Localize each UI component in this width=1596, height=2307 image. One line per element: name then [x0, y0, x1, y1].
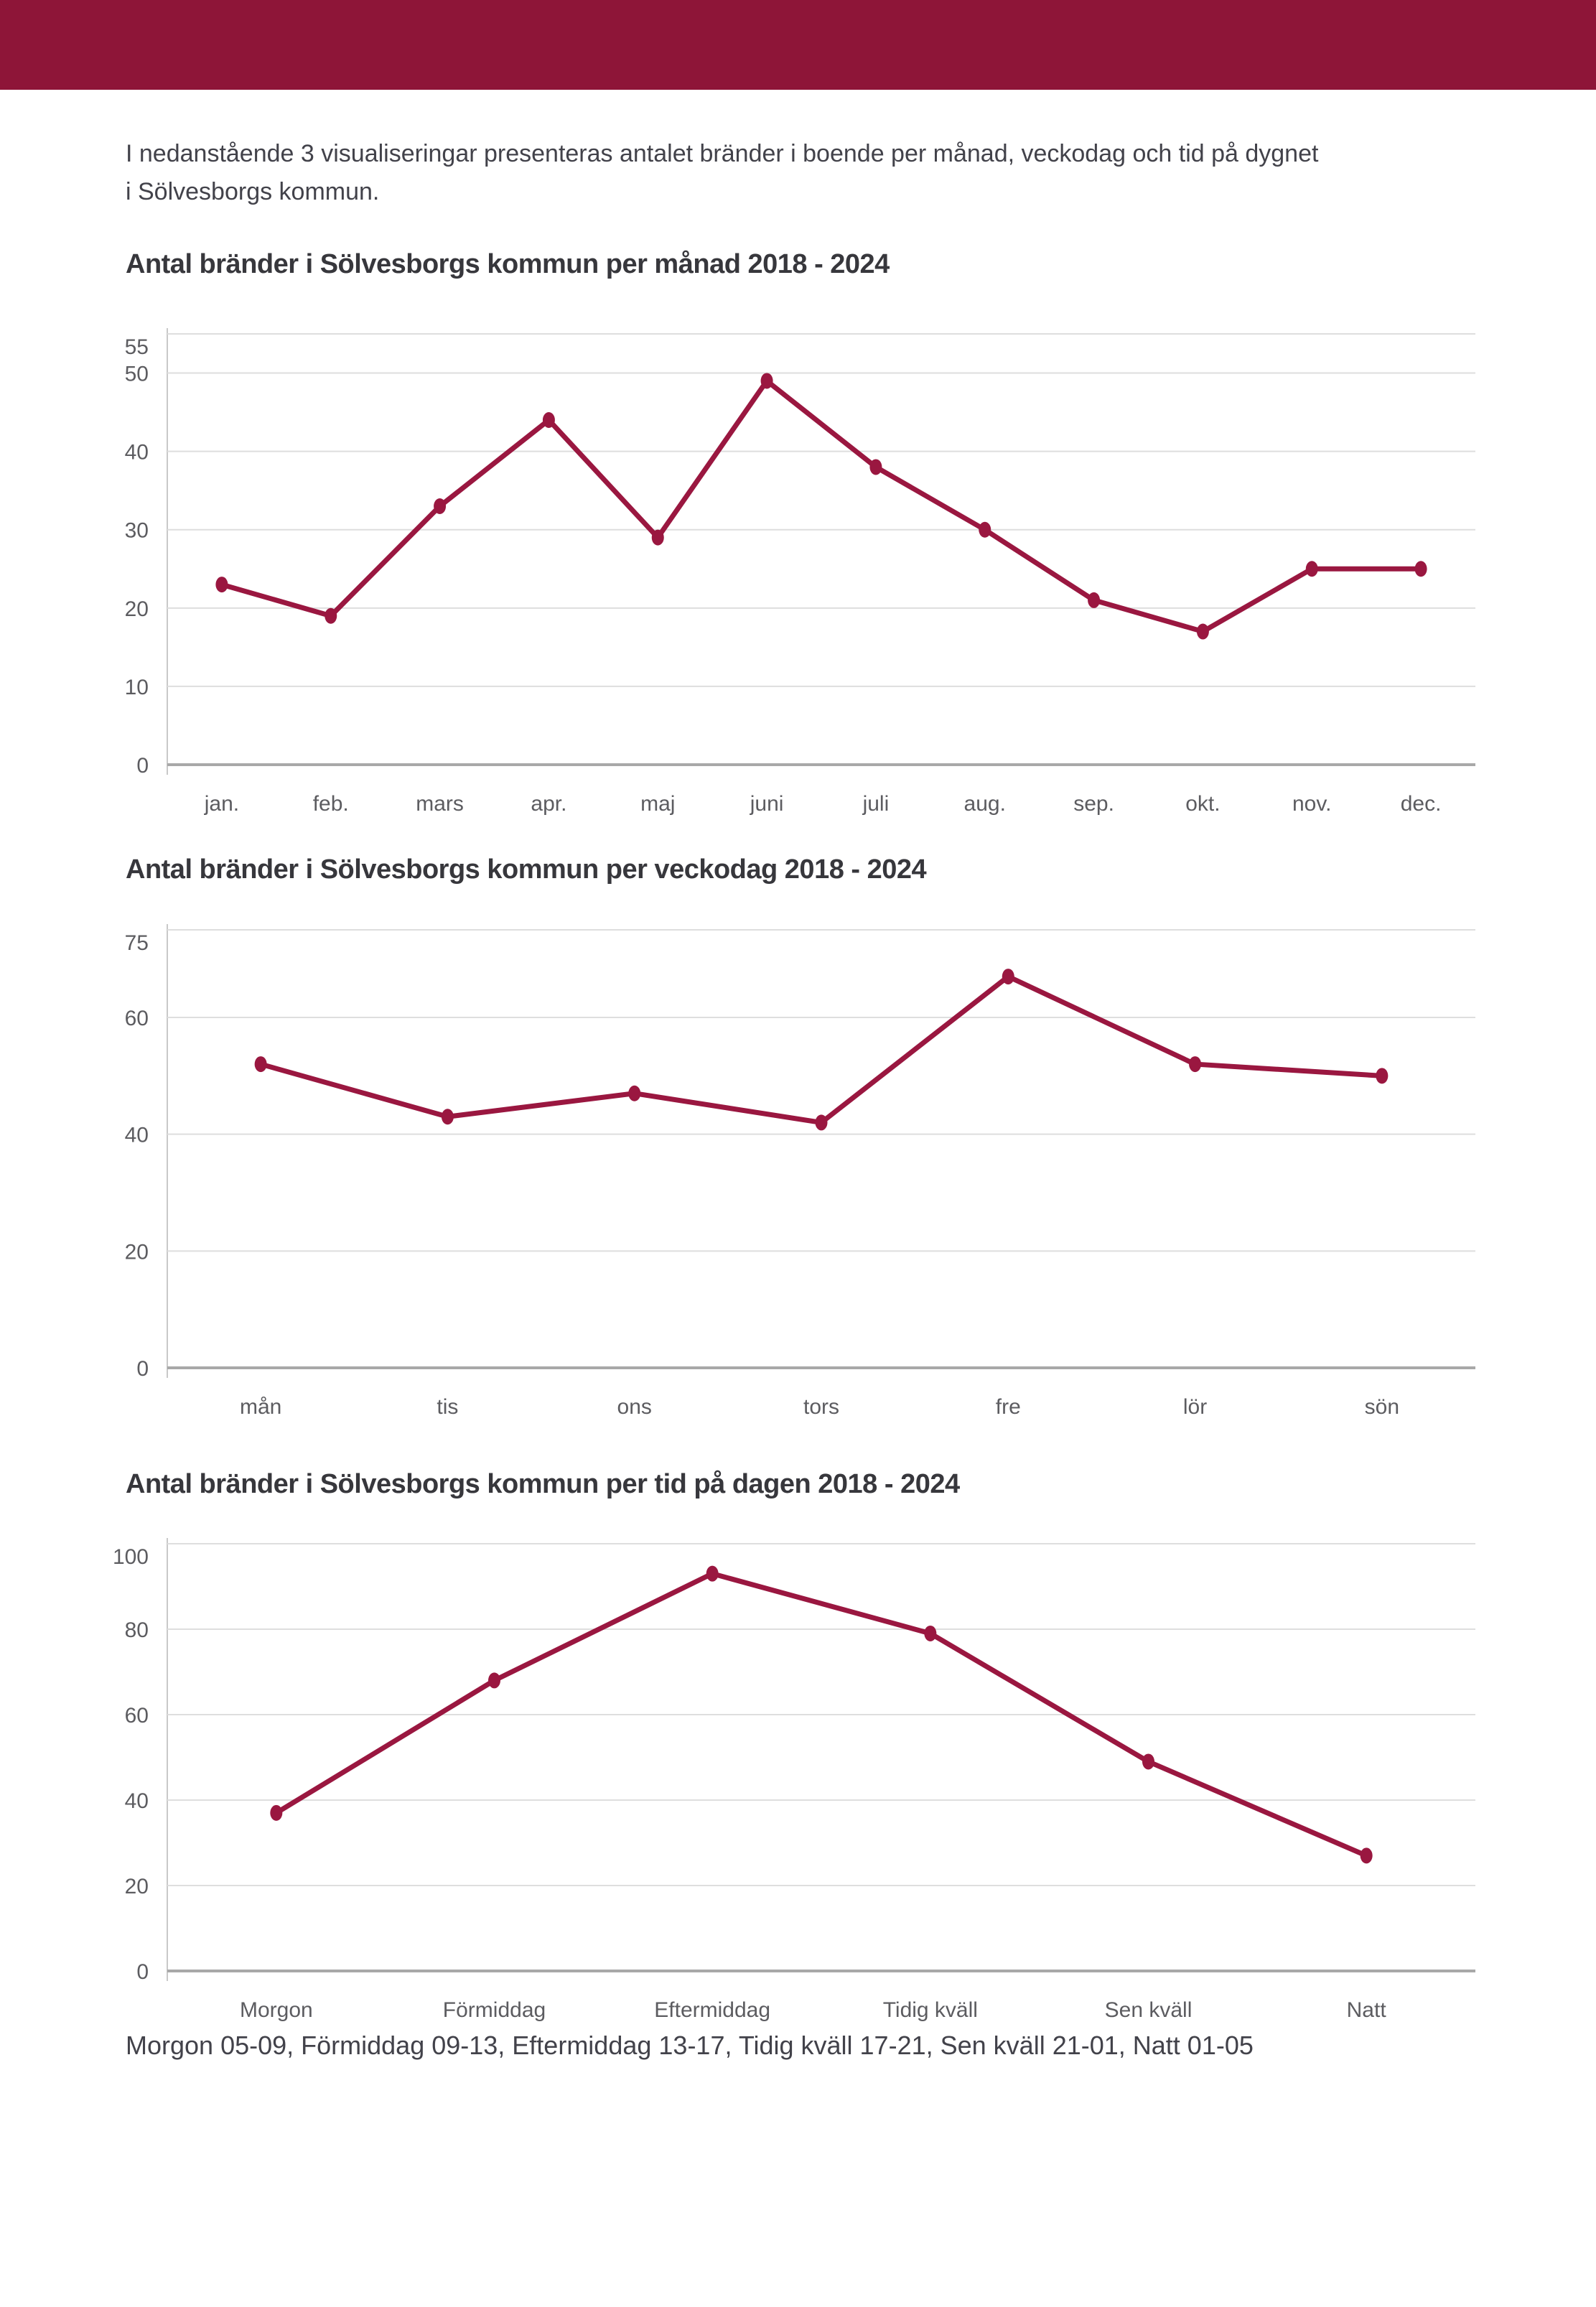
series-line	[258, 974, 1385, 1125]
data-point	[706, 1565, 719, 1582]
data-point	[760, 373, 773, 389]
y-tick-label: 40	[125, 1124, 149, 1147]
x-tick-label: maj	[640, 792, 675, 816]
weekday-fires-line-chart: 0 20 40 60 75 mån tis ons tors fre lör sön	[125, 924, 1475, 1419]
x-tick-label: juni	[750, 792, 784, 816]
x-tick-label: Eftermiddag	[654, 1998, 770, 2022]
data-point	[441, 1109, 454, 1125]
intro-line-1: I nedanstående 3 visualiseringar present…	[126, 140, 1319, 167]
data-point	[651, 529, 664, 546]
y-tick-label: 0	[136, 1960, 149, 1984]
data-point	[1088, 592, 1101, 608]
data-point	[1142, 1753, 1154, 1770]
y-tick-label: 20	[125, 1875, 149, 1898]
x-tick-label: sep.	[1073, 792, 1114, 816]
x-tick-label: Sen kväll	[1105, 1998, 1193, 2022]
x-tick-label: dec.	[1401, 792, 1442, 816]
x-tick-label: fre	[996, 1395, 1021, 1419]
x-tick-label: tis	[437, 1395, 458, 1419]
y-tick-label: 40	[125, 1789, 149, 1813]
x-tick-label: Förmiddag	[443, 1998, 546, 2022]
x-tick-label: Morgon	[240, 1998, 313, 2022]
x-tick-label: sön	[1365, 1395, 1399, 1419]
data-point	[979, 521, 991, 538]
header-bar	[0, 0, 1596, 90]
y-tick-label: 0	[136, 1357, 149, 1381]
data-point	[1360, 1847, 1373, 1864]
x-tick-label: Natt	[1347, 1998, 1387, 2022]
intro-line-2: i Sölvesborgs kommun.	[126, 178, 380, 205]
data-point	[869, 459, 882, 475]
data-point	[215, 577, 228, 593]
y-tick-label: 75	[125, 931, 149, 955]
x-tick-label: apr.	[531, 792, 566, 816]
x-tick-label: mars	[416, 792, 464, 816]
y-tick-label: 60	[125, 1007, 149, 1030]
series-line	[274, 1571, 1369, 1858]
data-point	[488, 1672, 500, 1689]
x-tick-label: Tidig kväll	[883, 1998, 978, 2022]
x-tick-label: mån	[240, 1395, 281, 1419]
y-tick-label: 30	[125, 519, 149, 543]
data-point	[1002, 969, 1014, 985]
intro-text: I nedanstående 3 visualiseringar present…	[126, 135, 1461, 211]
y-tick-label: 50	[125, 363, 149, 386]
monthly-fires-line-chart: 0 10 20 30 40 50 55 jan. feb. mars apr. maj juni juli…	[125, 328, 1475, 816]
y-tick-label: 80	[125, 1618, 149, 1642]
y-tick-label: 60	[125, 1704, 149, 1728]
x-tick-label: ons	[617, 1395, 652, 1419]
x-tick-label: nov.	[1292, 792, 1331, 816]
chart-title-weekday: Antal bränder i Sölvesborgs kommun per v…	[126, 854, 927, 885]
data-point	[1376, 1068, 1389, 1084]
data-point	[628, 1085, 641, 1101]
series-line	[219, 378, 1424, 635]
data-point	[254, 1056, 267, 1073]
data-point	[270, 1804, 283, 1821]
x-tick-label: juli	[862, 792, 890, 816]
data-point	[924, 1625, 937, 1641]
data-point	[1414, 561, 1427, 577]
chart-title-time-of-day: Antal bränder i Sölvesborgs kommun per t…	[126, 1469, 960, 1499]
chart-title-monthly: Antal bränder i Sölvesborgs kommun per m…	[126, 249, 890, 279]
y-tick-label: 10	[125, 676, 149, 699]
x-tick-label: tors	[803, 1395, 839, 1419]
y-tick-label: 100	[113, 1545, 149, 1569]
time-ranges-footnote: Morgon 05-09, Förmiddag 09-13, Eftermidd…	[126, 2031, 1254, 2060]
x-tick-label: lör	[1183, 1395, 1207, 1419]
data-point	[1189, 1056, 1202, 1073]
data-point	[325, 607, 337, 624]
y-tick-label: 20	[125, 1240, 149, 1264]
time-of-day-fires-line-chart: 0 20 40 60 80 100 Morgon Förmiddag Eftermiddag Ti…	[113, 1538, 1475, 2022]
data-point	[815, 1114, 828, 1131]
x-tick-label: feb.	[313, 792, 349, 816]
x-tick-label: okt.	[1185, 792, 1220, 816]
y-tick-label: 55	[125, 335, 149, 359]
y-tick-label: 20	[125, 597, 149, 621]
data-point	[1196, 623, 1209, 640]
data-point	[434, 498, 447, 514]
data-point	[1305, 561, 1318, 577]
y-tick-label: 0	[136, 754, 149, 778]
y-tick-label: 40	[125, 441, 149, 465]
x-tick-label: aug.	[964, 792, 1006, 816]
x-tick-label: jan.	[204, 792, 239, 816]
data-point	[542, 412, 555, 428]
